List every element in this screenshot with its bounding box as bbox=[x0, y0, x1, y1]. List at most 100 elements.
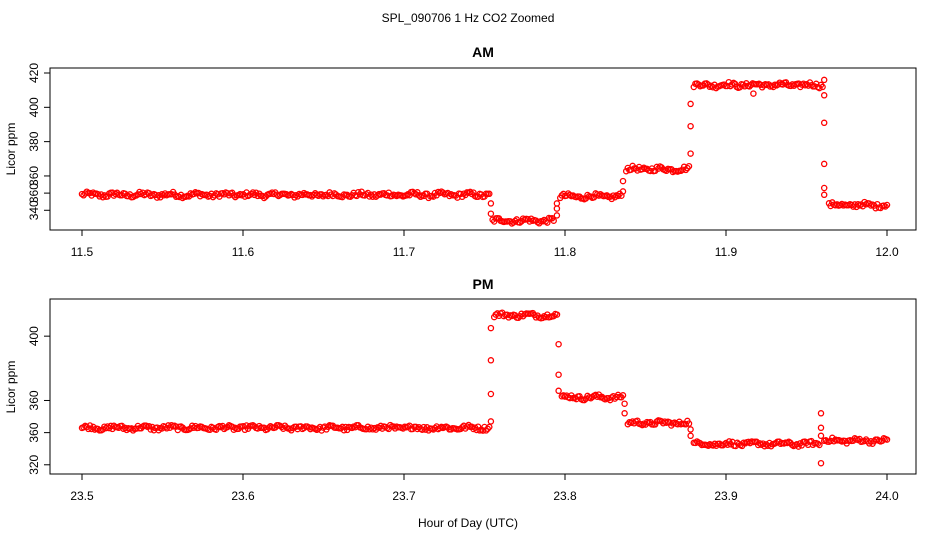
am-data-point bbox=[414, 189, 421, 196]
am-data-point bbox=[487, 210, 495, 217]
x-axis-label: Hour of Day (UTC) bbox=[418, 516, 518, 530]
pm-panel-title: PM bbox=[473, 276, 494, 292]
am-data-point bbox=[458, 193, 466, 201]
pm-plot-box bbox=[49, 298, 917, 475]
am-data-point bbox=[603, 192, 611, 199]
pm-y-tick-label: 360 bbox=[27, 390, 41, 410]
pm-data-point bbox=[816, 441, 823, 449]
pm-data-point bbox=[817, 459, 825, 467]
am-data-point bbox=[820, 76, 828, 84]
pm-data-point bbox=[619, 392, 627, 399]
pm-data-point bbox=[487, 418, 495, 425]
am-data-point bbox=[553, 205, 561, 212]
am-y-tick-label: 380 bbox=[27, 131, 41, 151]
am-data-point bbox=[690, 83, 698, 91]
am-data-point bbox=[553, 212, 561, 219]
am-data-point bbox=[553, 200, 561, 207]
pm-data-point bbox=[486, 423, 493, 431]
am-data-point bbox=[619, 177, 627, 185]
am-data-point bbox=[685, 162, 693, 170]
am-data-point bbox=[486, 190, 493, 198]
am-y-tick-label: 420 bbox=[27, 63, 41, 83]
pm-data-point bbox=[240, 423, 247, 430]
pm-data-point bbox=[174, 426, 182, 434]
am-data-point bbox=[516, 219, 524, 226]
pm-data-point bbox=[539, 314, 546, 322]
pm-data-point bbox=[682, 421, 690, 428]
am-y-tick-label: 360 bbox=[27, 183, 41, 203]
pm-data-point bbox=[685, 420, 693, 427]
pm-data-point bbox=[756, 440, 764, 447]
pm-y-tick-label: 360 bbox=[27, 422, 41, 442]
am-x-tick-label: 11.5 bbox=[71, 245, 94, 259]
am-data-point bbox=[83, 188, 91, 195]
pm-data-point bbox=[555, 387, 562, 395]
pm-x-tick-label: 23.7 bbox=[392, 489, 416, 503]
pm-data-point bbox=[829, 434, 836, 442]
am-data-point bbox=[720, 81, 728, 88]
pm-data-point bbox=[817, 424, 825, 432]
am-data-point bbox=[353, 192, 360, 200]
pm-data-point bbox=[795, 443, 802, 450]
am-data-point bbox=[687, 122, 694, 130]
pm-data-point bbox=[487, 390, 495, 398]
am-data-point bbox=[619, 188, 627, 195]
am-data-point bbox=[816, 84, 823, 92]
pm-data-points bbox=[78, 309, 891, 467]
am-y-axis-label: Licor ppm bbox=[4, 123, 18, 176]
am-data-point bbox=[687, 100, 694, 108]
am-data-point bbox=[487, 200, 495, 207]
pm-data-point bbox=[129, 427, 137, 434]
pm-x-tick-label: 23.6 bbox=[231, 489, 255, 503]
pm-x-tick-label: 23.9 bbox=[714, 489, 738, 503]
am-data-point bbox=[608, 195, 615, 203]
am-x-tick-label: 12.0 bbox=[875, 245, 899, 259]
pm-data-point bbox=[339, 423, 346, 431]
pm-data-point bbox=[104, 423, 111, 430]
am-x-tick-label: 11.9 bbox=[715, 245, 738, 259]
am-y-tick-label: 400 bbox=[27, 97, 41, 117]
pm-data-point bbox=[487, 324, 495, 332]
pm-y-tick-label: 400 bbox=[27, 326, 41, 346]
pm-data-point bbox=[86, 422, 94, 429]
pm-x-ticks: 23.5 23.6 23.7 23.8 23.9 24.0 bbox=[70, 474, 899, 503]
am-data-point bbox=[252, 189, 260, 196]
am-data-points bbox=[78, 76, 891, 227]
pm-data-point bbox=[814, 440, 822, 447]
am-data-point bbox=[820, 160, 828, 168]
pm-x-tick-label: 23.5 bbox=[70, 489, 94, 503]
pm-data-point bbox=[724, 441, 731, 448]
am-x-tick-label: 11.6 bbox=[232, 245, 255, 259]
am-data-point bbox=[209, 193, 217, 201]
pm-data-point bbox=[621, 400, 628, 407]
am-data-point bbox=[819, 83, 826, 91]
pm-panel: PM Licor ppm 23.5 23.6 23.7 23.8 23.9 24.0 32… bbox=[4, 276, 917, 503]
pm-x-tick-label: 23.8 bbox=[553, 489, 577, 503]
pm-data-point bbox=[555, 340, 562, 348]
pm-data-point bbox=[581, 396, 588, 404]
am-y-tick-label: 360 bbox=[27, 166, 41, 186]
pm-data-point bbox=[340, 426, 348, 434]
am-data-point bbox=[728, 81, 736, 88]
pm-data-point bbox=[817, 410, 825, 417]
am-data-point bbox=[820, 92, 828, 99]
pm-y-ticks: 320 360 360 400 bbox=[27, 326, 50, 475]
am-data-point bbox=[470, 189, 477, 196]
pm-data-point bbox=[753, 438, 760, 446]
pm-y-tick-label: 320 bbox=[27, 454, 41, 474]
pm-data-point bbox=[883, 436, 891, 443]
am-data-point bbox=[882, 203, 889, 210]
am-y-tick-label: 340 bbox=[27, 200, 41, 220]
am-x-tick-label: 11.8 bbox=[554, 245, 577, 259]
am-data-point bbox=[687, 150, 694, 157]
pm-data-point bbox=[798, 442, 805, 449]
pm-data-point bbox=[387, 421, 394, 429]
am-data-point bbox=[542, 218, 549, 225]
am-data-point bbox=[550, 217, 557, 224]
pm-data-point bbox=[553, 311, 561, 318]
am-data-point bbox=[358, 188, 365, 195]
pm-y-axis-label: Licor ppm bbox=[4, 361, 18, 414]
pm-data-point bbox=[482, 427, 490, 434]
